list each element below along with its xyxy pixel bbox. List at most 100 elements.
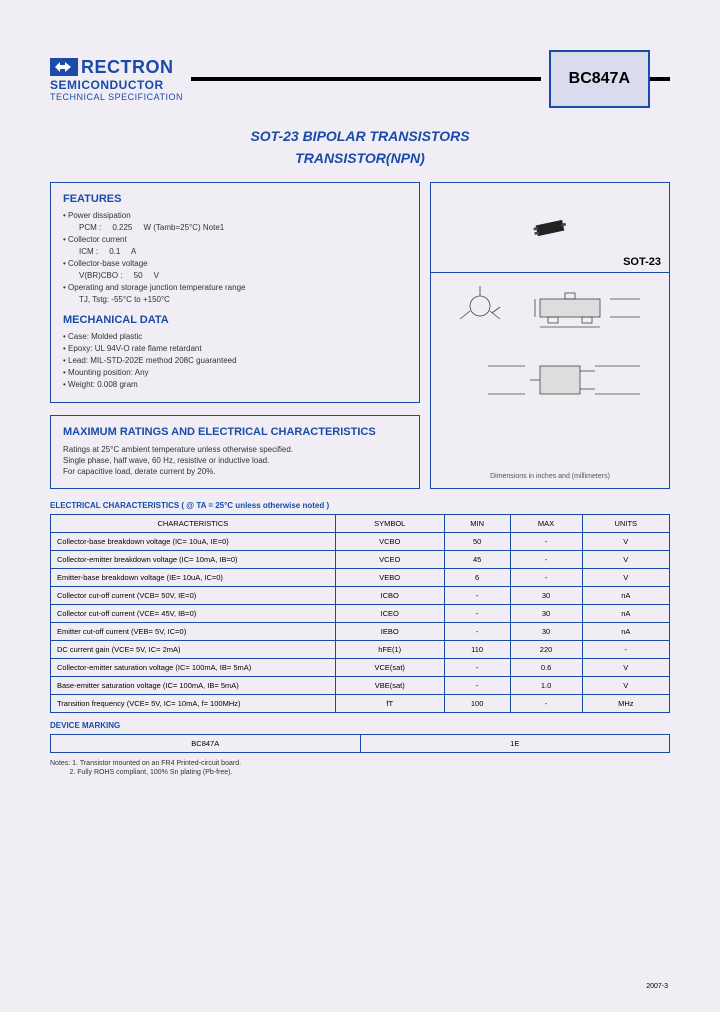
mech-item: • Lead: MIL-STD-202E method 208C guarant… — [63, 356, 407, 365]
table-cell: nA — [582, 604, 669, 622]
feature-sub: TJ, Tstg: -55°C to +150°C — [63, 295, 407, 304]
mech-item: • Epoxy: UL 94V-O rate flame retardant — [63, 344, 407, 353]
table-cell: - — [444, 604, 510, 622]
table-cell: 30 — [510, 604, 582, 622]
header-divider-right — [650, 77, 670, 81]
table-cell: Collector-base breakdown voltage (IC= 10… — [51, 532, 336, 550]
table-row: Collector cut-off current (VCE= 45V, IB=… — [51, 604, 670, 622]
table-cell: Collector-emitter saturation voltage (IC… — [51, 658, 336, 676]
footnotes: Notes: 1. Transistor mounted on an FR4 P… — [50, 759, 670, 777]
table-header: CHARACTERISTICS — [51, 514, 336, 532]
table-cell: - — [444, 658, 510, 676]
device-marking-table: BC847A 1E — [50, 734, 670, 753]
table-cell: 1.0 — [510, 676, 582, 694]
table-row: Collector-base breakdown voltage (IC= 10… — [51, 532, 670, 550]
table-cell: 30 — [510, 622, 582, 640]
table-cell: ICBO — [335, 586, 444, 604]
table-cell: 6 — [444, 568, 510, 586]
mech-item: • Weight: 0.008 gram — [63, 380, 407, 389]
feature-item: • Operating and storage junction tempera… — [63, 283, 407, 292]
ratings-box: MAXIMUM RATINGS AND ELECTRICAL CHARACTER… — [50, 415, 420, 489]
header-divider — [191, 77, 541, 81]
table-cell: - — [444, 586, 510, 604]
table-row: Collector-emitter breakdown voltage (IC=… — [51, 550, 670, 568]
feature-sub: V(BR)CBO : 50 V — [63, 271, 407, 280]
table-cell: 50 — [444, 532, 510, 550]
part-number-box: BC847A — [549, 50, 650, 108]
table-header: MAX — [510, 514, 582, 532]
features-heading: FEATURES — [63, 193, 407, 205]
features-box: FEATURES • Power dissipationPCM : 0.225 … — [50, 182, 420, 403]
mech-list: • Case: Molded plastic • Epoxy: UL 94V-O … — [63, 332, 407, 389]
features-list: • Power dissipationPCM : 0.225 W (Tamb=2… — [63, 211, 407, 304]
table-cell: 110 — [444, 640, 510, 658]
marking-part: BC847A — [51, 734, 361, 752]
table-cell: 30 — [510, 586, 582, 604]
mid-section: FEATURES • Power dissipationPCM : 0.225 … — [50, 182, 670, 489]
table-cell: Base-emitter saturation voltage (IC= 100… — [51, 676, 336, 694]
table-cell: Emitter cut-off current (VEB= 5V, IC=0) — [51, 622, 336, 640]
table-cell: fT — [335, 694, 444, 712]
char-table-title: ELECTRICAL CHARACTERISTICS ( @ TA = 25°C… — [50, 501, 670, 510]
package-dimensions-area: Dimensions in inches and (millimeters) — [431, 273, 669, 488]
package-image-area: SOT-23 — [431, 183, 669, 273]
rectron-logo-icon — [50, 58, 78, 76]
device-marking-title: DEVICE MARKING — [50, 721, 670, 730]
table-cell: VBE(sat) — [335, 676, 444, 694]
table-row: Collector-emitter saturation voltage (IC… — [51, 658, 670, 676]
table-cell: V — [582, 532, 669, 550]
header: RECTRON SEMICONDUCTOR TECHNICAL SPECIFIC… — [50, 50, 670, 108]
table-cell: VCEO — [335, 550, 444, 568]
table-header: SYMBOL — [335, 514, 444, 532]
table-cell: - — [510, 568, 582, 586]
table-cell: 100 — [444, 694, 510, 712]
table-cell: nA — [582, 622, 669, 640]
table-cell: nA — [582, 586, 669, 604]
table-cell: Transition frequency (VCE= 5V, IC= 10mA,… — [51, 694, 336, 712]
table-cell: - — [510, 550, 582, 568]
table-cell: - — [510, 532, 582, 550]
feature-item: • Collector-base voltage — [63, 259, 407, 268]
table-cell: DC current gain (VCE= 5V, IC= 2mA) — [51, 640, 336, 658]
table-cell: VCBO — [335, 532, 444, 550]
table-cell: MHz — [582, 694, 669, 712]
table-cell: - — [444, 622, 510, 640]
table-row: Transition frequency (VCE= 5V, IC= 10mA,… — [51, 694, 670, 712]
table-cell: Collector cut-off current (VCE= 45V, IB=… — [51, 604, 336, 622]
table-header: MIN — [444, 514, 510, 532]
table-cell: IEBO — [335, 622, 444, 640]
ratings-heading: MAXIMUM RATINGS AND ELECTRICAL CHARACTER… — [63, 426, 407, 438]
package-box: SOT-23 Dimensions in inches and — [430, 182, 670, 489]
dimension-drawing-icon — [439, 281, 661, 421]
brand-sub: SEMICONDUCTOR — [50, 78, 183, 92]
mech-item: • Case: Molded plastic — [63, 332, 407, 341]
mech-heading: MECHANICAL DATA — [63, 314, 407, 326]
table-row: Emitter cut-off current (VEB= 5V, IC=0)I… — [51, 622, 670, 640]
table-cell: VEBO — [335, 568, 444, 586]
feature-item: • Collector current — [63, 235, 407, 244]
table-row: Collector cut-off current (VCB= 50V, IE=… — [51, 586, 670, 604]
marking-code: 1E — [360, 734, 670, 752]
feature-item: • Power dissipation — [63, 211, 407, 220]
table-cell: - — [510, 694, 582, 712]
doc-title-1: SOT-23 BIPOLAR TRANSISTORS — [50, 128, 670, 144]
table-cell: Collector-emitter breakdown voltage (IC=… — [51, 550, 336, 568]
sot23-icon — [530, 215, 571, 241]
table-row: BC847A 1E — [51, 734, 670, 752]
package-label: SOT-23 — [623, 256, 661, 268]
table-cell: V — [582, 568, 669, 586]
table-cell: V — [582, 658, 669, 676]
table-cell: V — [582, 676, 669, 694]
characteristics-table: CHARACTERISTICSSYMBOLMINMAXUNITSCollecto… — [50, 514, 670, 713]
table-cell: 220 — [510, 640, 582, 658]
logo-block: RECTRON SEMICONDUCTOR TECHNICAL SPECIFIC… — [50, 57, 183, 102]
table-cell: Emitter-base breakdown voltage (IE= 10uA… — [51, 568, 336, 586]
footer-date: 2007-3 — [646, 983, 668, 990]
brand-name: RECTRON — [81, 57, 174, 78]
table-row: Base-emitter saturation voltage (IC= 100… — [51, 676, 670, 694]
table-cell: 0.6 — [510, 658, 582, 676]
brand-spec: TECHNICAL SPECIFICATION — [50, 92, 183, 102]
dimension-caption: Dimensions in inches and (millimeters) — [490, 473, 610, 480]
table-cell: - — [444, 676, 510, 694]
table-row: DC current gain (VCE= 5V, IC= 2mA)hFE(1)… — [51, 640, 670, 658]
